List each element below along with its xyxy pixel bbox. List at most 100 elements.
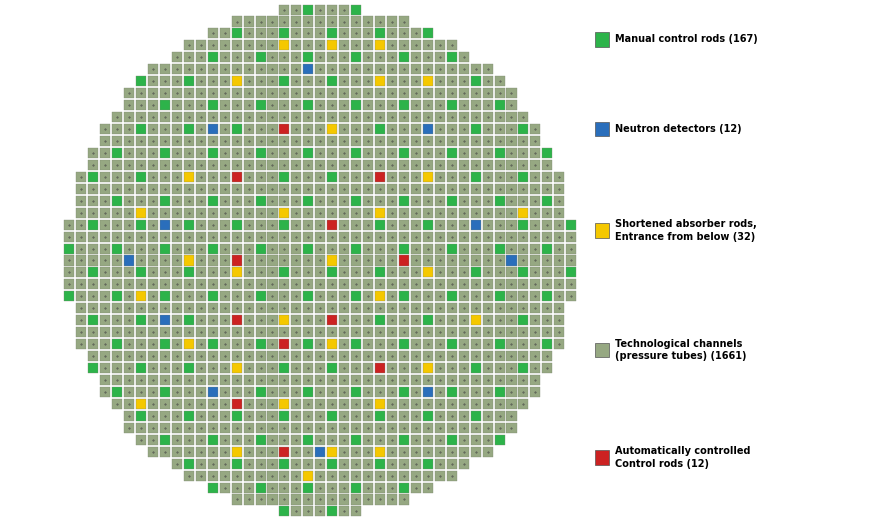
Bar xyxy=(279,136,289,146)
Bar xyxy=(256,446,265,457)
Bar xyxy=(434,124,445,134)
Bar xyxy=(220,363,230,373)
Bar xyxy=(375,458,385,469)
Bar xyxy=(506,327,517,337)
Bar xyxy=(399,184,409,194)
Bar xyxy=(530,327,540,337)
Bar xyxy=(136,375,146,385)
Bar xyxy=(208,52,218,63)
Bar xyxy=(184,136,194,146)
Bar xyxy=(375,279,385,290)
Bar xyxy=(470,136,481,146)
Bar xyxy=(519,243,528,254)
Bar xyxy=(220,208,230,218)
Bar xyxy=(328,399,337,409)
Bar xyxy=(351,279,361,290)
Bar xyxy=(387,17,397,27)
Bar xyxy=(184,399,194,409)
Bar xyxy=(399,220,409,230)
Bar xyxy=(100,184,110,194)
Bar xyxy=(220,291,230,301)
Bar xyxy=(292,29,301,39)
Bar xyxy=(172,399,182,409)
Bar xyxy=(411,160,420,170)
Bar xyxy=(399,315,409,325)
Bar xyxy=(292,506,301,516)
Bar xyxy=(363,112,373,122)
Bar xyxy=(148,172,158,182)
Bar xyxy=(136,220,146,230)
Bar xyxy=(363,327,373,337)
Bar xyxy=(363,387,373,397)
Bar xyxy=(447,136,456,146)
Bar xyxy=(136,291,146,301)
Bar xyxy=(292,41,301,51)
Bar xyxy=(459,327,469,337)
Bar xyxy=(447,470,456,480)
Bar xyxy=(148,387,158,397)
Bar xyxy=(220,267,230,278)
Bar xyxy=(423,52,433,63)
Bar xyxy=(506,363,517,373)
Bar xyxy=(423,148,433,158)
Bar xyxy=(506,136,517,146)
Bar xyxy=(423,291,433,301)
Bar xyxy=(363,52,373,63)
Bar xyxy=(100,243,110,254)
Bar xyxy=(375,41,385,51)
Bar xyxy=(303,435,314,445)
Bar xyxy=(160,231,170,242)
Bar xyxy=(315,88,325,98)
Bar xyxy=(483,411,492,421)
Bar xyxy=(363,208,373,218)
Bar xyxy=(470,88,481,98)
Bar xyxy=(256,41,265,51)
Bar xyxy=(434,136,445,146)
Bar xyxy=(256,29,265,39)
Bar xyxy=(351,64,361,75)
Bar xyxy=(315,279,325,290)
Bar xyxy=(256,124,265,134)
Bar xyxy=(172,458,182,469)
Bar xyxy=(351,458,361,469)
Bar xyxy=(220,387,230,397)
Bar xyxy=(542,196,553,206)
Bar xyxy=(303,279,314,290)
Bar xyxy=(292,100,301,110)
Bar xyxy=(447,231,456,242)
Bar xyxy=(195,220,206,230)
Bar xyxy=(292,172,301,182)
Bar xyxy=(423,423,433,433)
Bar xyxy=(530,196,540,206)
Bar xyxy=(339,435,350,445)
Bar xyxy=(339,315,350,325)
Bar xyxy=(279,411,289,421)
Bar xyxy=(64,291,74,301)
Bar xyxy=(542,184,553,194)
Bar xyxy=(124,315,134,325)
Bar xyxy=(542,291,553,301)
Bar xyxy=(315,64,325,75)
Bar xyxy=(303,124,314,134)
Bar xyxy=(459,291,469,301)
Bar xyxy=(530,339,540,349)
Bar xyxy=(328,100,337,110)
Bar xyxy=(387,148,397,158)
Bar xyxy=(244,148,254,158)
Bar xyxy=(148,351,158,361)
Bar xyxy=(136,208,146,218)
Bar xyxy=(399,458,409,469)
Bar xyxy=(483,387,492,397)
Bar xyxy=(303,303,314,313)
Bar xyxy=(244,351,254,361)
Bar xyxy=(447,148,456,158)
Bar xyxy=(303,423,314,433)
Bar xyxy=(387,458,397,469)
Bar xyxy=(292,470,301,480)
Bar xyxy=(506,184,517,194)
Bar xyxy=(220,458,230,469)
Bar xyxy=(231,375,242,385)
Text: Manual control rods (167): Manual control rods (167) xyxy=(616,34,759,44)
Bar xyxy=(399,470,409,480)
Bar xyxy=(303,29,314,39)
